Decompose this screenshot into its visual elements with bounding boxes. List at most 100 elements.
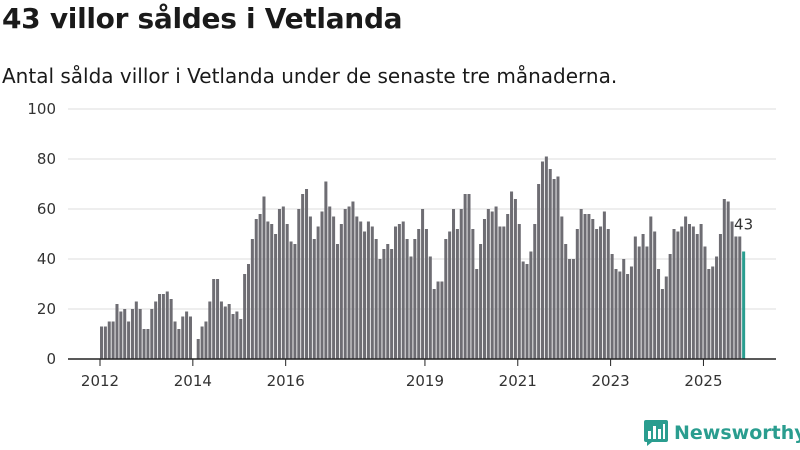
bar <box>645 246 649 359</box>
bar <box>726 201 730 359</box>
bar <box>196 339 200 359</box>
bar <box>618 271 622 359</box>
bar <box>463 194 467 359</box>
bar <box>161 294 165 359</box>
bar <box>216 279 220 359</box>
bar <box>347 206 351 359</box>
bar <box>672 229 676 359</box>
bar <box>285 224 289 359</box>
bar <box>660 289 664 359</box>
bar <box>111 321 115 359</box>
bar <box>382 249 386 359</box>
bar <box>181 316 185 359</box>
y-tick-label: 60 <box>37 200 56 218</box>
bar <box>355 216 359 359</box>
bar <box>424 229 428 359</box>
bar <box>359 221 363 359</box>
bar <box>564 244 568 359</box>
bar <box>513 199 517 359</box>
bar <box>293 244 297 359</box>
bar <box>324 181 328 359</box>
bar <box>722 199 726 359</box>
newsworthy-logo: Newsworthy <box>644 418 800 448</box>
bar <box>540 161 544 359</box>
bar <box>448 231 452 359</box>
bar <box>602 211 606 359</box>
x-tick-label: 2014 <box>174 372 212 390</box>
x-tick-label: 2023 <box>592 372 630 390</box>
bar <box>467 194 471 359</box>
bar <box>239 319 243 359</box>
bar <box>204 321 208 359</box>
bar <box>560 216 564 359</box>
bar <box>703 246 707 359</box>
bar <box>599 226 603 359</box>
bar <box>629 266 633 359</box>
bar <box>235 311 239 359</box>
bar <box>444 239 448 359</box>
latest-value-label: 43 <box>734 216 753 234</box>
bar <box>378 259 382 359</box>
bar <box>664 276 668 359</box>
bar <box>533 224 537 359</box>
bar <box>351 201 355 359</box>
bar <box>188 316 192 359</box>
bar <box>393 226 398 359</box>
bar <box>212 279 216 359</box>
bar <box>332 216 336 359</box>
bar <box>390 249 394 359</box>
bar <box>452 209 456 359</box>
bar <box>185 311 189 359</box>
bar <box>146 329 150 359</box>
bar <box>386 244 390 359</box>
bar <box>250 239 254 359</box>
bar <box>270 224 274 359</box>
bar <box>312 239 316 359</box>
bar <box>134 301 138 359</box>
bar <box>421 209 425 359</box>
bar <box>575 229 579 359</box>
bar <box>455 229 459 359</box>
bar <box>328 206 332 359</box>
bar <box>281 206 285 359</box>
bar <box>626 274 630 359</box>
bar <box>432 289 436 359</box>
bar <box>610 254 614 359</box>
bar <box>177 329 181 359</box>
bar <box>595 229 599 359</box>
bar <box>556 176 560 359</box>
bar <box>525 264 529 359</box>
bar <box>115 304 119 359</box>
bar <box>537 184 541 359</box>
bar <box>517 224 521 359</box>
x-tick-label: 2019 <box>406 372 444 390</box>
bar <box>413 239 417 359</box>
bar <box>707 269 711 359</box>
bar <box>718 234 722 359</box>
bar <box>711 266 715 359</box>
bar <box>320 211 324 359</box>
bar <box>633 236 637 359</box>
bar <box>316 226 320 359</box>
bar <box>154 301 158 359</box>
bar <box>695 234 699 359</box>
bar <box>579 209 583 359</box>
bar <box>100 326 104 359</box>
bar <box>103 326 107 359</box>
bar <box>614 269 618 359</box>
bar <box>606 229 610 359</box>
bar <box>409 256 413 359</box>
bar <box>494 206 498 359</box>
bar <box>374 239 378 359</box>
highlight-bar <box>742 251 746 359</box>
bar <box>657 269 661 359</box>
bar <box>123 309 127 359</box>
bar <box>370 226 374 359</box>
y-tick-label: 40 <box>37 250 56 268</box>
bar <box>637 246 641 359</box>
bar <box>366 221 370 359</box>
bar <box>308 216 312 359</box>
bar <box>227 304 231 359</box>
bar <box>544 156 548 359</box>
bar <box>219 301 223 359</box>
